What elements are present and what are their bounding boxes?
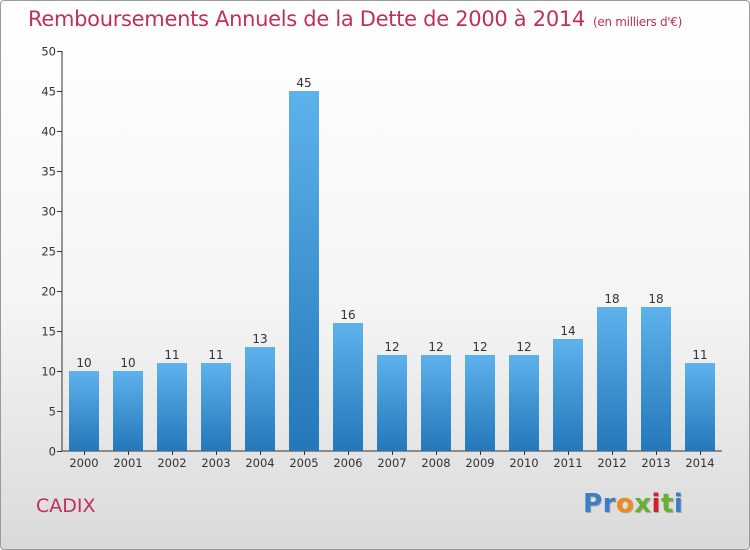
data-label: 11 bbox=[208, 348, 223, 362]
chart-bars bbox=[69, 91, 715, 451]
data-label: 11 bbox=[164, 348, 179, 362]
commune-name: CADIX bbox=[36, 495, 96, 517]
logo-letter: r bbox=[602, 489, 616, 519]
bar bbox=[69, 371, 99, 451]
data-label: 13 bbox=[252, 332, 267, 346]
logo-letter: P bbox=[583, 489, 603, 519]
y-tick-label: 10 bbox=[41, 365, 56, 379]
x-tick-label: 2012 bbox=[597, 456, 626, 470]
y-tick-label: 20 bbox=[41, 285, 56, 299]
logo-letter: i bbox=[651, 489, 661, 519]
y-tick-label: 40 bbox=[41, 125, 56, 139]
y-tick-label: 35 bbox=[41, 165, 56, 179]
x-tick-label: 2000 bbox=[69, 456, 98, 470]
y-tick-label: 0 bbox=[49, 445, 56, 459]
y-tick-label: 30 bbox=[41, 205, 56, 219]
x-tick-label: 2011 bbox=[553, 456, 582, 470]
y-tick-label: 25 bbox=[41, 245, 56, 259]
x-tick-label: 2001 bbox=[113, 456, 142, 470]
x-tick-label: 2013 bbox=[641, 456, 670, 470]
bar bbox=[113, 371, 143, 451]
data-label: 18 bbox=[604, 292, 619, 306]
data-label: 10 bbox=[120, 356, 135, 370]
logo-letter: t bbox=[660, 489, 674, 519]
data-label: 14 bbox=[560, 324, 575, 338]
bar bbox=[201, 363, 231, 451]
bar bbox=[289, 91, 319, 451]
y-tick-label: 5 bbox=[49, 405, 56, 419]
x-tick-label: 2006 bbox=[333, 456, 362, 470]
bar bbox=[641, 307, 671, 451]
bar bbox=[157, 363, 187, 451]
bar bbox=[333, 323, 363, 451]
x-tick-label: 2005 bbox=[289, 456, 318, 470]
data-label: 12 bbox=[516, 340, 531, 354]
chart-title: Remboursements Annuels de la Dette de 20… bbox=[28, 7, 682, 31]
chart-title-text: Remboursements Annuels de la Dette de 20… bbox=[28, 7, 585, 31]
logo-letter: i bbox=[673, 489, 684, 519]
data-label: 10 bbox=[76, 356, 91, 370]
x-tick-label: 2004 bbox=[245, 456, 274, 470]
x-tick-label: 2009 bbox=[465, 456, 494, 470]
x-tick-label: 2003 bbox=[201, 456, 230, 470]
bar bbox=[421, 355, 451, 451]
proxiti-logo: Proxiti bbox=[583, 489, 683, 519]
bar bbox=[245, 347, 275, 451]
data-label: 16 bbox=[340, 308, 355, 322]
bar bbox=[597, 307, 627, 451]
y-tick-label: 45 bbox=[41, 85, 56, 99]
data-label: 11 bbox=[692, 348, 707, 362]
y-tick-label: 50 bbox=[41, 45, 56, 59]
data-label: 12 bbox=[428, 340, 443, 354]
x-tick-label: 2008 bbox=[421, 456, 450, 470]
data-label: 18 bbox=[648, 292, 663, 306]
data-label: 12 bbox=[384, 340, 399, 354]
x-tick-label: 2010 bbox=[509, 456, 538, 470]
chart-subtitle: (en milliers d'€) bbox=[593, 15, 683, 29]
y-tick-label: 15 bbox=[41, 325, 56, 339]
bar bbox=[465, 355, 495, 451]
data-label: 12 bbox=[472, 340, 487, 354]
x-tick-label: 2007 bbox=[377, 456, 406, 470]
bar bbox=[685, 363, 715, 451]
x-tick-label: 2002 bbox=[157, 456, 186, 470]
chart-labels: 0 5 10 15 20 25 30 35 40 45 50 2000 10 2001 10 2002 11 20… bbox=[41, 45, 714, 471]
x-tick-label: 2014 bbox=[685, 456, 714, 470]
logo-letter: o bbox=[615, 489, 635, 519]
bar bbox=[509, 355, 539, 451]
logo-letter: x bbox=[634, 489, 652, 519]
bar bbox=[377, 355, 407, 451]
bar bbox=[553, 339, 583, 451]
data-label: 45 bbox=[296, 76, 311, 90]
